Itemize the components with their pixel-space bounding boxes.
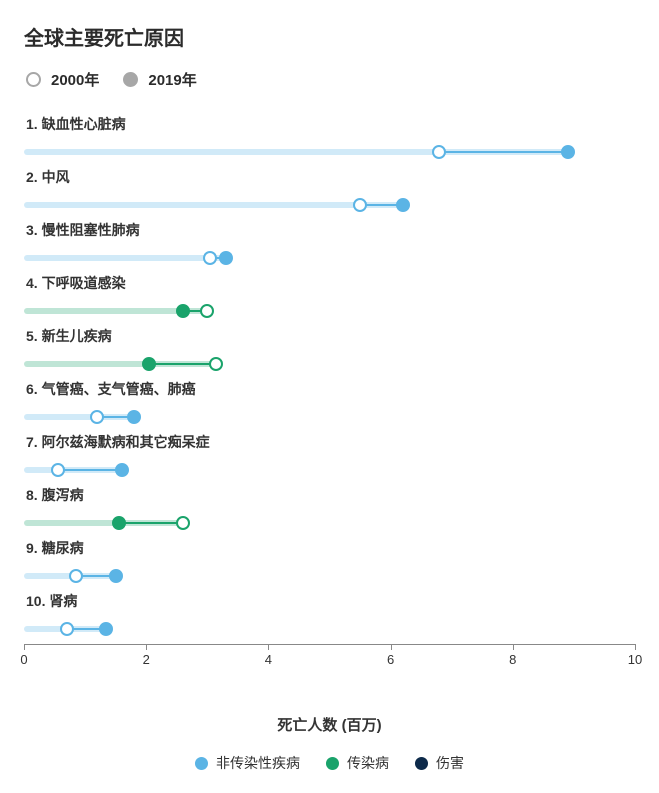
x-tick xyxy=(391,644,392,650)
row-label: 4. 下呼吸道感染 xyxy=(24,271,635,293)
dot-2000 xyxy=(203,251,217,265)
connector-line xyxy=(119,522,183,524)
x-tick xyxy=(24,644,25,650)
dot-2019 xyxy=(115,463,129,477)
row-track xyxy=(24,304,635,318)
legend-comm-label: 传染病 xyxy=(347,753,389,773)
x-tick-label: 8 xyxy=(509,652,516,667)
chart-row: 8. 腹泻病 xyxy=(24,483,635,536)
year-legend-2019: 2019年 xyxy=(123,69,196,90)
x-tick xyxy=(635,644,636,650)
chart-row: 10. 肾病 xyxy=(24,589,635,642)
dot-2000 xyxy=(209,357,223,371)
row-label: 9. 糖尿病 xyxy=(24,536,635,558)
x-tick-label: 10 xyxy=(628,652,642,667)
row-track xyxy=(24,145,635,159)
row-label: 7. 阿尔兹海默病和其它痴呆症 xyxy=(24,430,635,452)
year-2000-marker xyxy=(26,72,41,87)
chart-row: 6. 气管癌、支气管癌、肺癌 xyxy=(24,377,635,430)
chart-title: 全球主要死亡原因 xyxy=(24,22,635,51)
dot-2000 xyxy=(51,463,65,477)
row-track xyxy=(24,463,635,477)
x-tick-label: 4 xyxy=(265,652,272,667)
legend-injury-label: 伤害 xyxy=(436,753,464,773)
x-tick-label: 0 xyxy=(20,652,27,667)
dot-2019 xyxy=(99,622,113,636)
x-axis-title: 死亡人数 (百万) xyxy=(24,714,635,735)
dot-2000 xyxy=(69,569,83,583)
row-label: 3. 慢性阻塞性肺病 xyxy=(24,218,635,240)
chart-row: 2. 中风 xyxy=(24,165,635,218)
dot-2019 xyxy=(561,145,575,159)
row-label: 1. 缺血性心脏病 xyxy=(24,112,635,134)
x-axis: 0246810 xyxy=(24,644,635,684)
row-track xyxy=(24,569,635,583)
chart-row: 3. 慢性阻塞性肺病 xyxy=(24,218,635,271)
year-2000-label: 2000年 xyxy=(51,69,99,90)
chart-row: 9. 糖尿病 xyxy=(24,536,635,589)
x-tick xyxy=(268,644,269,650)
x-tick-label: 2 xyxy=(143,652,150,667)
dot-2000 xyxy=(176,516,190,530)
dot-2019 xyxy=(109,569,123,583)
legend-comm-dot xyxy=(326,757,339,770)
dot-2000 xyxy=(60,622,74,636)
dot-2019 xyxy=(112,516,126,530)
row-track xyxy=(24,357,635,371)
dot-2000 xyxy=(90,410,104,424)
chart-row: 5. 新生儿疾病 xyxy=(24,324,635,377)
connector-line xyxy=(149,363,216,365)
chart-row: 7. 阿尔兹海默病和其它痴呆症 xyxy=(24,430,635,483)
row-track xyxy=(24,198,635,212)
row-label: 5. 新生儿疾病 xyxy=(24,324,635,346)
dot-2019 xyxy=(219,251,233,265)
legend-ncd: 非传染性疾病 xyxy=(195,753,300,773)
row-label: 8. 腹泻病 xyxy=(24,483,635,505)
row-track xyxy=(24,516,635,530)
legend-ncd-dot xyxy=(195,757,208,770)
chart-row: 4. 下呼吸道感染 xyxy=(24,271,635,324)
faint-bar xyxy=(24,202,403,208)
dot-2000 xyxy=(432,145,446,159)
chart-row: 1. 缺血性心脏病 xyxy=(24,112,635,165)
legend-ncd-label: 非传染性疾病 xyxy=(216,753,300,773)
dot-2019 xyxy=(176,304,190,318)
faint-bar xyxy=(24,255,226,261)
dot-2019 xyxy=(396,198,410,212)
dot-2019 xyxy=(142,357,156,371)
connector-line xyxy=(439,151,567,153)
connector-line xyxy=(58,469,122,471)
x-axis-line xyxy=(24,644,635,645)
row-label: 10. 肾病 xyxy=(24,589,635,611)
legend-injury-dot xyxy=(415,757,428,770)
row-track xyxy=(24,251,635,265)
year-legend-2000: 2000年 xyxy=(26,69,99,90)
year-2019-marker xyxy=(123,72,138,87)
row-track xyxy=(24,410,635,424)
row-label: 6. 气管癌、支气管癌、肺癌 xyxy=(24,377,635,399)
dot-2019 xyxy=(127,410,141,424)
lollipop-chart: 1. 缺血性心脏病 2. 中风 3. 慢性阻塞性肺病 4. 下呼吸道感染 5. 新生儿疾… xyxy=(24,112,635,642)
category-legend: 非传染性疾病 传染病 伤害 xyxy=(24,753,635,773)
legend-comm: 传染病 xyxy=(326,753,389,773)
row-track xyxy=(24,622,635,636)
row-label: 2. 中风 xyxy=(24,165,635,187)
x-tick xyxy=(513,644,514,650)
year-legend: 2000年 2019年 xyxy=(24,69,635,90)
x-tick-label: 6 xyxy=(387,652,394,667)
x-tick xyxy=(146,644,147,650)
legend-injury: 伤害 xyxy=(415,753,464,773)
dot-2000 xyxy=(200,304,214,318)
year-2019-label: 2019年 xyxy=(148,69,196,90)
dot-2000 xyxy=(353,198,367,212)
